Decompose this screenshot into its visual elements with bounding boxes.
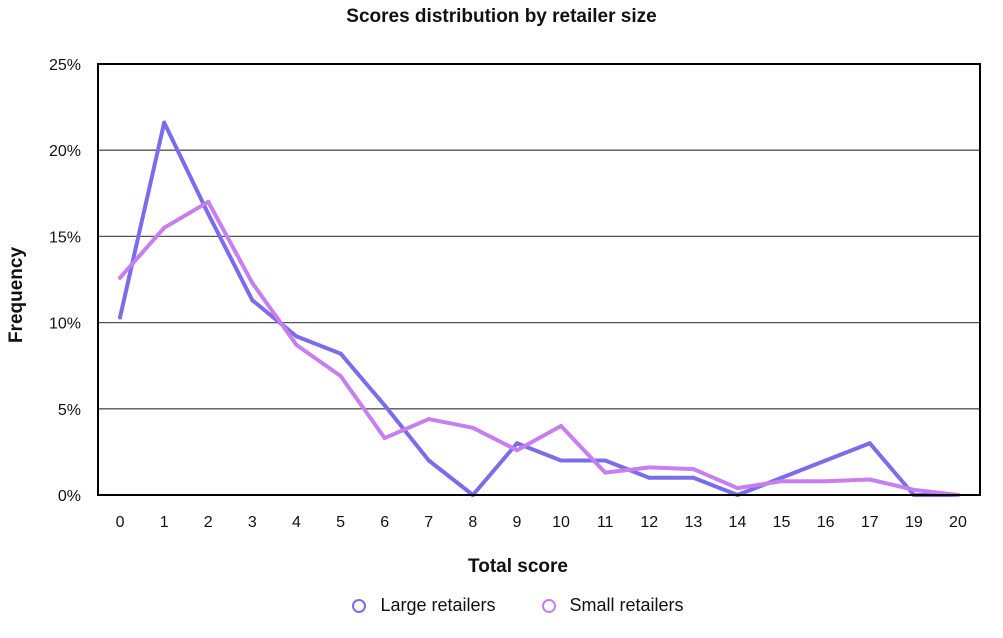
data-point[interactable] (206, 211, 211, 216)
x-tick-label: 14 (729, 514, 747, 531)
data-point[interactable] (559, 424, 564, 429)
data-point[interactable] (118, 275, 123, 280)
x-tick-label: 9 (512, 514, 521, 531)
y-tick-label: 15% (49, 229, 81, 246)
data-point[interactable] (162, 120, 167, 125)
data-point[interactable] (735, 486, 740, 491)
x-tick-label: 15 (773, 514, 791, 531)
legend-label-small-retailers: Small retailers (569, 595, 684, 615)
x-tick-label: 20 (949, 514, 967, 531)
x-tick-label: 17 (861, 514, 879, 531)
x-tick-label: 1 (160, 514, 169, 531)
x-tick-label: 10 (552, 514, 570, 531)
y-tick-labels: 0% 5% 10% 15% 20% 25% (49, 57, 81, 505)
data-point[interactable] (118, 315, 123, 320)
series-lines (118, 120, 960, 497)
x-tick-label: 6 (380, 514, 389, 531)
legend-marker-large-retailers (352, 598, 367, 613)
legend-marker-small-retailers (541, 598, 556, 613)
gridlines (98, 149, 980, 410)
x-tick-label: 3 (248, 514, 257, 531)
data-point[interactable] (603, 470, 608, 475)
x-tick-label: 4 (292, 514, 301, 531)
x-tick-labels: 0 1 2 3 4 5 6 7 8 9 10 11 12 13 14 15 16 17 19 20 (116, 514, 967, 531)
data-point[interactable] (779, 479, 784, 484)
y-tick-label: 25% (49, 57, 81, 74)
data-point[interactable] (691, 475, 696, 480)
data-point[interactable] (250, 298, 255, 303)
data-point[interactable] (338, 374, 343, 379)
x-tick-label: 0 (116, 514, 125, 531)
legend: Large retailers Small retailers (0, 595, 1003, 616)
data-point[interactable] (911, 487, 916, 492)
y-tick-label: 20% (49, 143, 81, 160)
data-point[interactable] (647, 475, 652, 480)
x-axis-label: Total score (468, 556, 568, 577)
series-line-small-retailers[interactable] (118, 199, 960, 497)
series-line-large-retailers[interactable] (118, 120, 960, 497)
data-point[interactable] (426, 458, 431, 463)
line-chart: 0%5%10%15%20%25% 0 1 2 3 4 5 6 7 8 9 10 11 12 13 14 15 1… (49, 57, 981, 531)
chart-title: Scores distribution by retailer size (346, 6, 657, 27)
data-point[interactable] (470, 425, 475, 430)
data-point[interactable] (426, 417, 431, 422)
x-tick-label: 12 (640, 514, 658, 531)
y-tick-label: 5% (58, 402, 81, 419)
data-point[interactable] (382, 436, 387, 441)
data-point[interactable] (867, 477, 872, 482)
data-point[interactable] (779, 475, 784, 480)
x-tick-label: 19 (905, 514, 923, 531)
data-point[interactable] (603, 458, 608, 463)
data-point[interactable] (514, 448, 519, 453)
data-point[interactable] (294, 343, 299, 348)
data-point[interactable] (691, 467, 696, 472)
y-tick-label: 0% (58, 488, 81, 505)
x-tick-label: 2 (204, 514, 213, 531)
data-point[interactable] (514, 441, 519, 446)
data-point[interactable] (294, 334, 299, 339)
x-tick-label: 7 (424, 514, 433, 531)
data-point[interactable] (162, 225, 167, 230)
data-point[interactable] (250, 280, 255, 285)
x-tick-label: 5 (336, 514, 345, 531)
x-tick-label: 11 (597, 514, 614, 531)
data-point[interactable] (206, 199, 211, 204)
y-tick-label: 10% (49, 316, 81, 333)
legend-item-large-retailers[interactable]: Large retailers (352, 595, 496, 616)
data-point[interactable] (338, 351, 343, 356)
x-tick-label: 16 (817, 514, 835, 531)
data-point[interactable] (647, 465, 652, 470)
x-tick-label: 13 (684, 514, 702, 531)
data-point[interactable] (823, 458, 828, 463)
data-point[interactable] (823, 479, 828, 484)
legend-item-small-retailers[interactable]: Small retailers (541, 595, 684, 616)
x-tick-label: 8 (468, 514, 477, 531)
legend-label-large-retailers: Large retailers (380, 595, 496, 615)
data-point[interactable] (559, 458, 564, 463)
plot-area-frame (97, 63, 981, 496)
data-point[interactable] (867, 441, 872, 446)
data-point[interactable] (382, 403, 387, 408)
